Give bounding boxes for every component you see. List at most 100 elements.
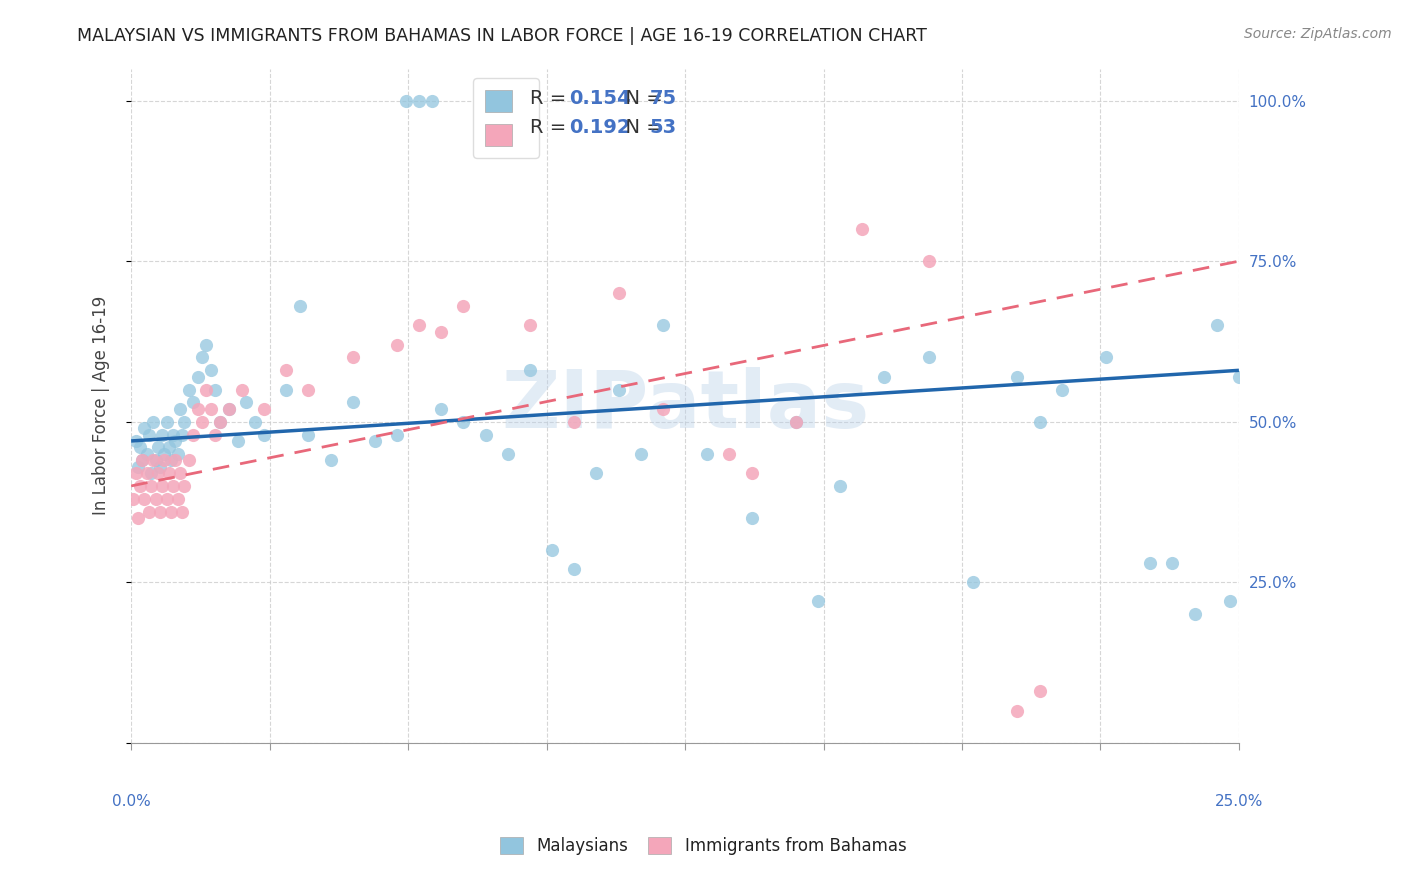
Point (208, 415, 231, 429)
Point (191, 415, 214, 429)
Point (408, 318, 430, 333)
Point (245, 415, 267, 429)
Point (253, 401, 276, 416)
Point (785, 415, 807, 429)
Point (127, 459, 149, 474)
Point (1028, 415, 1050, 429)
Point (1095, 351, 1118, 365)
Point (150, 427, 173, 442)
Point (149, 505, 172, 519)
Point (200, 401, 222, 416)
Point (453, 415, 475, 429)
Legend: Malaysians, Immigrants from Bahamas: Malaysians, Immigrants from Bahamas (494, 830, 912, 862)
Point (288, 299, 311, 313)
Point (408, 94, 430, 108)
Point (153, 447, 176, 461)
Point (453, 299, 475, 313)
Point (134, 421, 156, 435)
Point (651, 401, 673, 416)
Point (253, 427, 276, 442)
Point (160, 505, 183, 519)
Point (1007, 704, 1029, 718)
Point (157, 441, 180, 455)
Point (342, 395, 364, 409)
Point (297, 427, 319, 442)
Point (231, 383, 253, 397)
Point (1050, 383, 1073, 397)
Text: R =: R = (530, 119, 572, 137)
Point (342, 351, 364, 365)
Point (187, 369, 209, 384)
Point (785, 415, 807, 429)
Point (918, 254, 941, 268)
Text: MALAYSIAN VS IMMIGRANTS FROM BAHAMAS IN LABOR FORCE | AGE 16-19 CORRELATION CHAR: MALAYSIAN VS IMMIGRANTS FROM BAHAMAS IN … (77, 27, 927, 45)
Point (160, 453, 183, 467)
Point (181, 427, 204, 442)
Point (607, 286, 630, 301)
Point (150, 479, 173, 493)
Point (873, 369, 896, 384)
Point (124, 466, 146, 480)
Point (165, 434, 187, 448)
Point (651, 318, 673, 333)
Point (364, 434, 387, 448)
Point (172, 505, 194, 519)
Point (319, 453, 342, 467)
Point (157, 466, 180, 480)
Point (562, 562, 585, 576)
Point (138, 505, 160, 519)
Point (156, 415, 179, 429)
Point (630, 447, 652, 461)
Point (135, 447, 157, 461)
Point (1205, 318, 1227, 333)
Point (740, 466, 762, 480)
Point (166, 491, 188, 506)
Point (385, 427, 408, 442)
Point (519, 363, 541, 377)
Point (169, 466, 191, 480)
Point (297, 383, 319, 397)
Point (131, 453, 153, 467)
Point (422, 94, 444, 108)
Point (131, 453, 153, 467)
Point (430, 325, 453, 339)
Point (718, 447, 741, 461)
Text: Source: ZipAtlas.com: Source: ZipAtlas.com (1244, 27, 1392, 41)
Legend: , : , (474, 78, 540, 158)
Point (208, 415, 231, 429)
Point (181, 395, 204, 409)
Point (226, 434, 249, 448)
Point (195, 337, 218, 351)
Text: N =: N = (613, 89, 669, 108)
Point (191, 351, 214, 365)
Point (1161, 556, 1184, 570)
Point (519, 318, 541, 333)
Point (585, 466, 607, 480)
Point (430, 401, 453, 416)
Point (142, 453, 165, 467)
Text: N =: N = (613, 119, 669, 137)
Point (496, 447, 519, 461)
Text: 0.0%: 0.0% (112, 794, 150, 809)
Point (139, 479, 162, 493)
Point (124, 434, 146, 448)
Point (169, 401, 191, 416)
Point (146, 441, 169, 455)
Point (187, 401, 209, 416)
Point (172, 427, 194, 442)
Point (195, 383, 218, 397)
Point (162, 427, 184, 442)
Point (165, 453, 187, 467)
Point (830, 479, 852, 493)
Point (145, 491, 167, 506)
Point (276, 363, 298, 377)
Point (1007, 369, 1029, 384)
Point (1139, 556, 1161, 570)
Point (962, 575, 984, 590)
Point (122, 491, 145, 506)
Point (166, 447, 188, 461)
Point (177, 453, 200, 467)
Point (395, 94, 418, 108)
Point (218, 401, 240, 416)
Text: 53: 53 (650, 119, 676, 137)
